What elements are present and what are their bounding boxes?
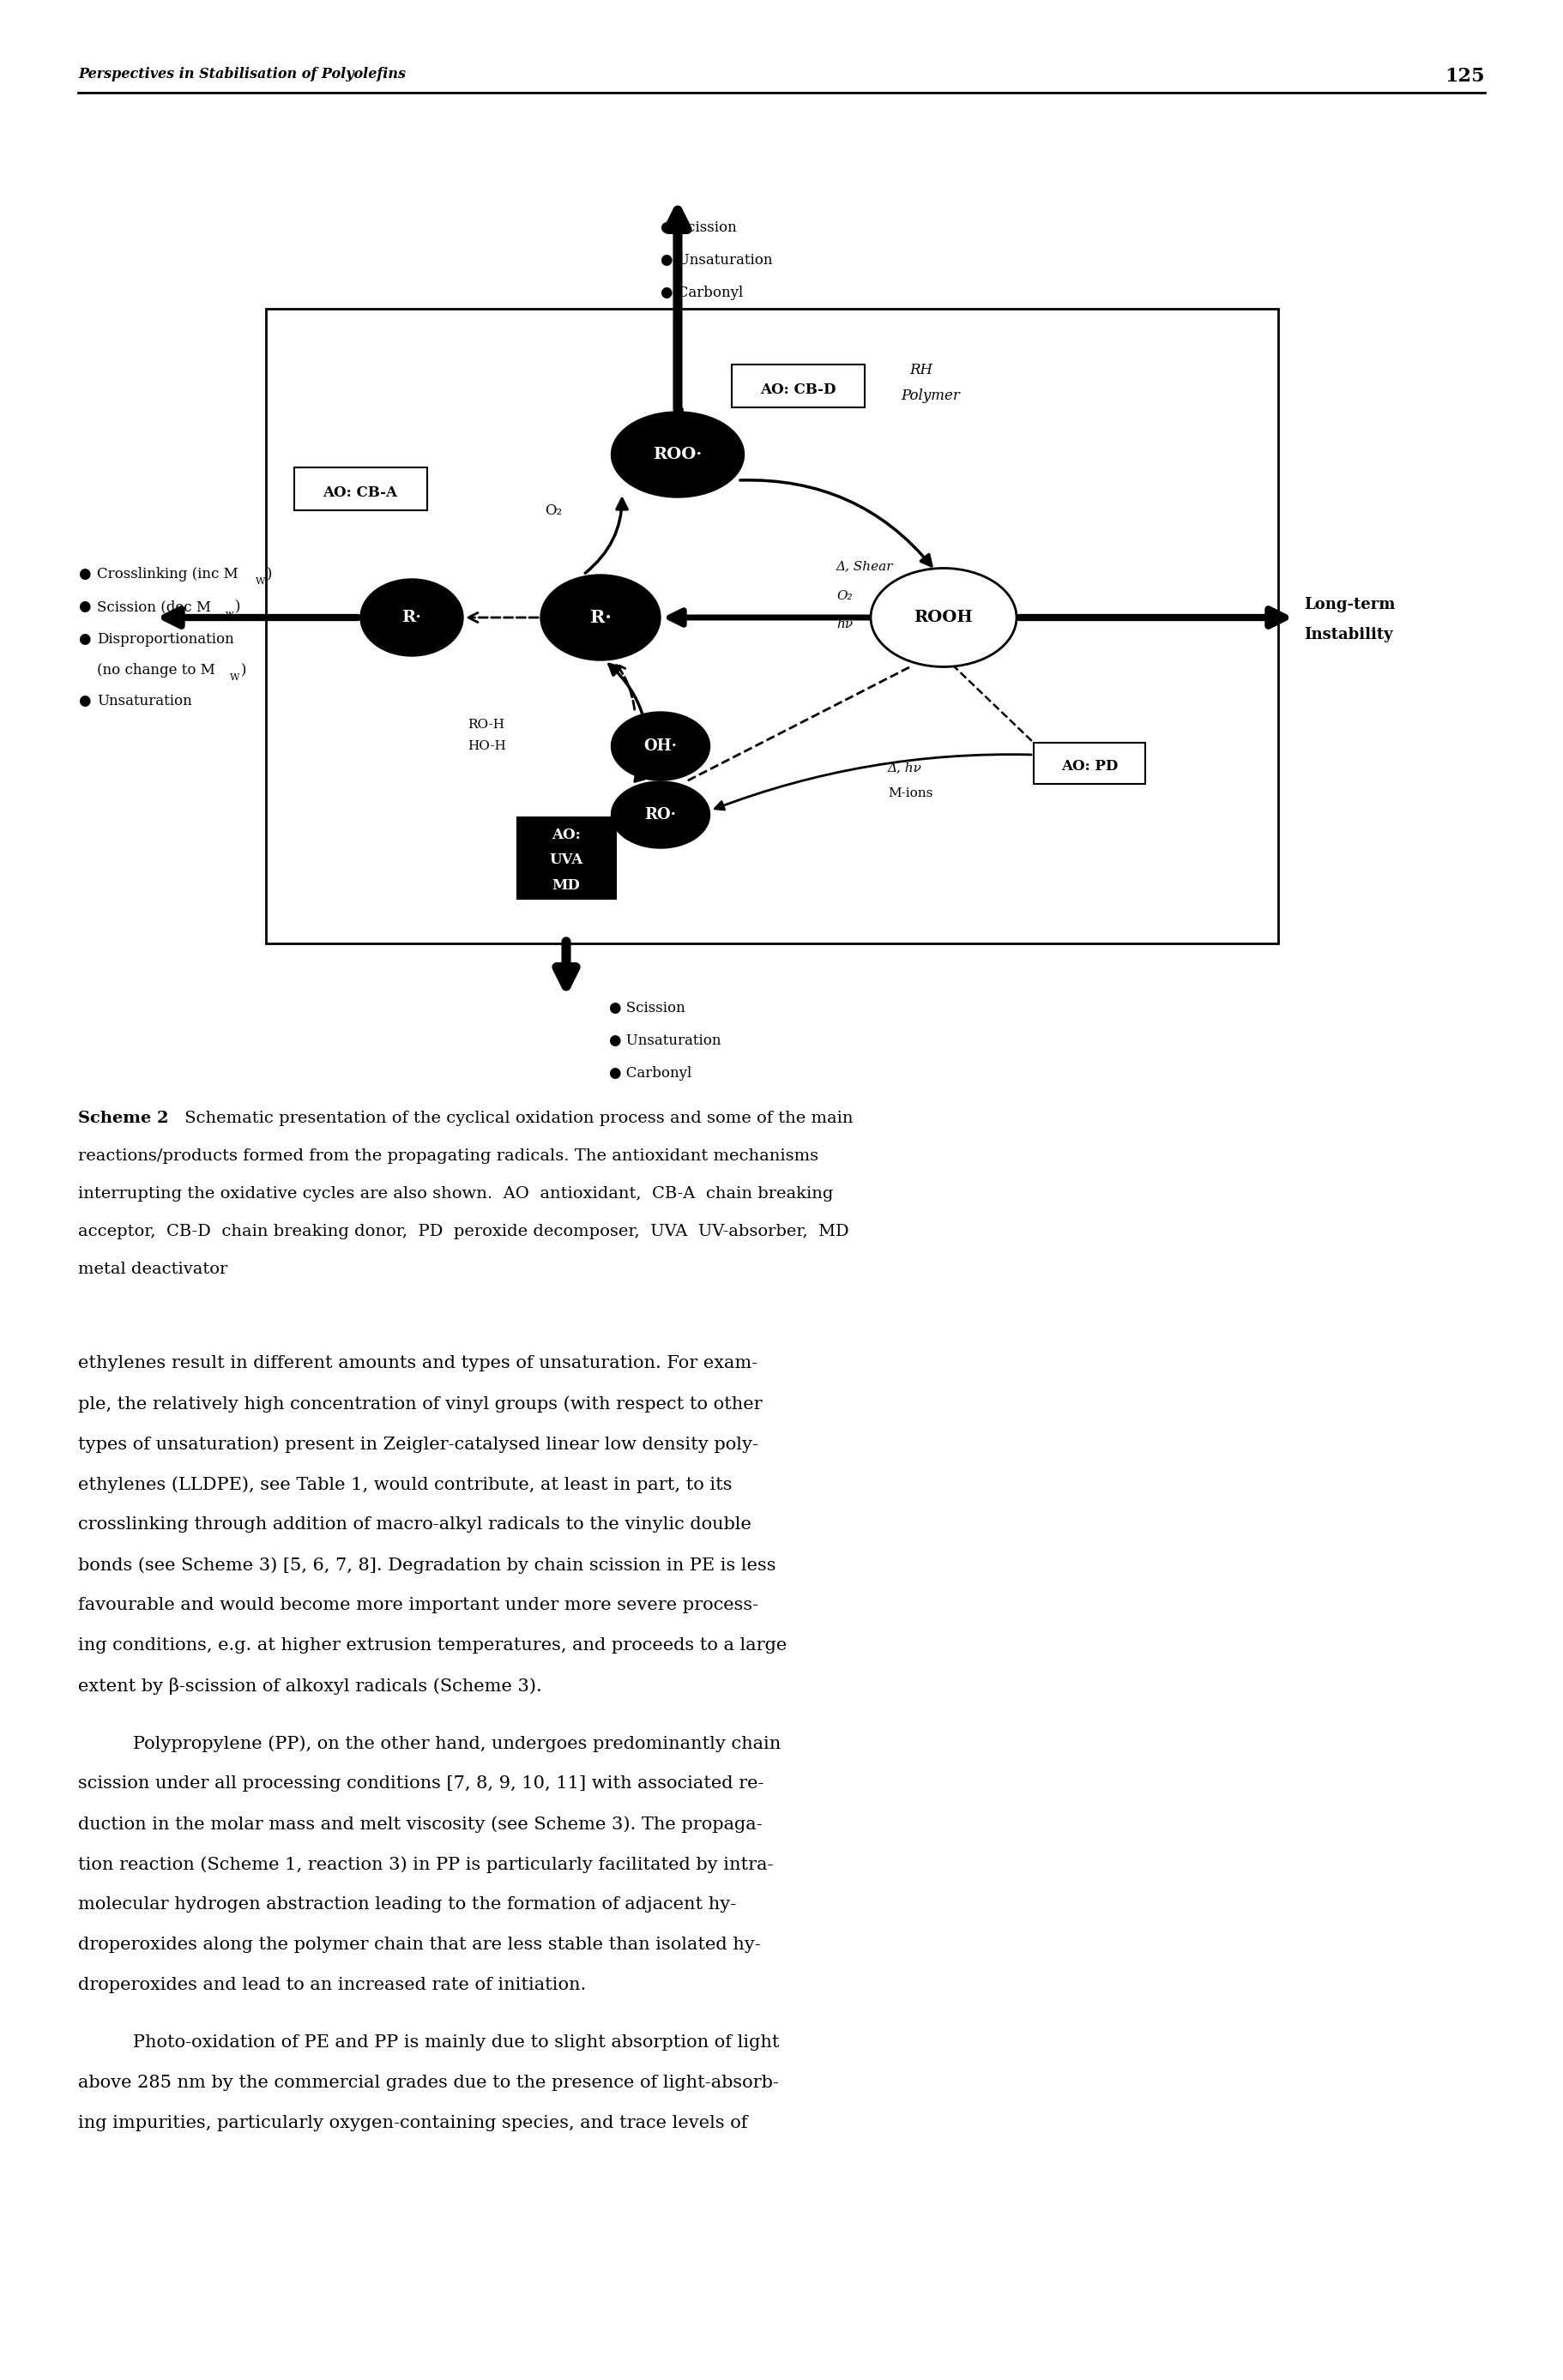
Text: ): ): [234, 600, 241, 614]
Text: Long-term: Long-term: [1304, 597, 1396, 612]
Text: w: w: [225, 609, 234, 619]
Text: ROOH: ROOH: [914, 609, 974, 626]
Text: (no change to M: (no change to M: [97, 664, 216, 678]
Text: W: W: [230, 674, 239, 681]
Text: extent by β-scission of alkoxyl radicals (Scheme 3).: extent by β-scission of alkoxyl radicals…: [78, 1678, 542, 1695]
Ellipse shape: [611, 781, 710, 847]
Text: ethylenes result in different amounts and types of unsaturation. For exam-: ethylenes result in different amounts an…: [78, 1354, 758, 1371]
Text: 125: 125: [1446, 67, 1485, 86]
Text: R·: R·: [589, 609, 611, 626]
Text: ● Scission: ● Scission: [610, 1000, 685, 1014]
Text: scission under all processing conditions [7, 8, 9, 10, 11] with associated re-: scission under all processing conditions…: [78, 1775, 764, 1792]
Text: Crosslinking (inc M: Crosslinking (inc M: [97, 566, 238, 583]
Ellipse shape: [611, 712, 710, 781]
Ellipse shape: [361, 578, 463, 657]
Text: AO: CB-D: AO: CB-D: [760, 383, 836, 397]
Text: ● Unsaturation: ● Unsaturation: [661, 252, 772, 267]
Text: Δ, Shear: Δ, Shear: [836, 559, 894, 571]
Text: ethylenes (LLDPE), see Table 1, would contribute, at least in part, to its: ethylenes (LLDPE), see Table 1, would co…: [78, 1476, 731, 1492]
Text: MD: MD: [552, 878, 580, 892]
Text: favourable and would become more important under more severe process-: favourable and would become more importa…: [78, 1597, 758, 1614]
Text: Scission (dec M: Scission (dec M: [97, 600, 211, 614]
Text: ● Carbonyl: ● Carbonyl: [661, 286, 742, 300]
Text: W: W: [256, 578, 266, 585]
Text: ing impurities, particularly oxygen-containing species, and trace levels of: ing impurities, particularly oxygen-cont…: [78, 2116, 747, 2130]
Text: AO: PD: AO: PD: [1061, 759, 1118, 774]
Text: types of unsaturation) present in Zeigler-catalysed linear low density poly-: types of unsaturation) present in Zeigle…: [78, 1435, 758, 1452]
Text: interrupting the oxidative cycles are also shown.  AO  antioxidant,  CB-A  chain: interrupting the oxidative cycles are al…: [78, 1185, 833, 1202]
Text: Polypropylene (PP), on the other hand, undergoes predominantly chain: Polypropylene (PP), on the other hand, u…: [133, 1735, 782, 1752]
Ellipse shape: [611, 412, 744, 497]
Text: ple, the relatively high concentration of vinyl groups (with respect to other: ple, the relatively high concentration o…: [78, 1395, 763, 1411]
Text: Photo-oxidation of PE and PP is mainly due to slight absorption of light: Photo-oxidation of PE and PP is mainly d…: [133, 2035, 780, 2052]
Text: Polymer: Polymer: [900, 388, 960, 405]
Text: AO: CB-A: AO: CB-A: [324, 486, 397, 500]
Text: ing conditions, e.g. at higher extrusion temperatures, and proceeds to a large: ing conditions, e.g. at higher extrusion…: [78, 1637, 786, 1654]
Text: Schematic presentation of the cyclical oxidation process and some of the main: Schematic presentation of the cyclical o…: [180, 1111, 853, 1126]
Text: O₂: O₂: [544, 502, 563, 516]
Text: Disproportionation: Disproportionation: [97, 633, 234, 647]
Text: ● Unsaturation: ● Unsaturation: [610, 1033, 721, 1047]
Text: droperoxides along the polymer chain that are less stable than isolated hy-: droperoxides along the polymer chain tha…: [78, 1937, 761, 1954]
Text: OH·: OH·: [644, 738, 677, 754]
Text: acceptor,  CB-D  chain breaking donor,  PD  peroxide decomposer,  UVA  UV-absorb: acceptor, CB-D chain breaking donor, PD …: [78, 1223, 849, 1240]
FancyBboxPatch shape: [1033, 743, 1146, 783]
Ellipse shape: [871, 569, 1016, 666]
Text: bonds (see Scheme 3) [5, 6, 7, 8]. Degradation by chain scission in PE is less: bonds (see Scheme 3) [5, 6, 7, 8]. Degra…: [78, 1557, 775, 1573]
Text: RH: RH: [910, 364, 933, 378]
Text: metal deactivator: metal deactivator: [78, 1261, 228, 1278]
Text: crosslinking through addition of macro-alkyl radicals to the vinylic double: crosslinking through addition of macro-a…: [78, 1516, 752, 1533]
Text: reactions/products formed from the propagating radicals. The antioxidant mechani: reactions/products formed from the propa…: [78, 1150, 819, 1164]
Text: M-ions: M-ions: [888, 788, 933, 800]
FancyBboxPatch shape: [517, 816, 616, 897]
Text: Unsaturation: Unsaturation: [97, 695, 192, 709]
Text: ●: ●: [78, 633, 91, 647]
Text: Instability: Instability: [1304, 626, 1393, 643]
Text: tion reaction (Scheme 1, reaction 3) in PP is particularly facilitated by intra-: tion reaction (Scheme 1, reaction 3) in …: [78, 1856, 774, 1873]
Text: AO:: AO:: [552, 828, 581, 843]
Text: ●: ●: [78, 695, 91, 709]
Text: ROO·: ROO·: [653, 447, 702, 462]
Bar: [266, 309, 1279, 942]
Text: ● Carbonyl: ● Carbonyl: [610, 1066, 692, 1081]
Text: ●: ●: [78, 566, 91, 583]
Text: above 285 nm by the commercial grades due to the presence of light-absorb-: above 285 nm by the commercial grades du…: [78, 2075, 778, 2092]
FancyBboxPatch shape: [731, 364, 864, 407]
Text: molecular hydrogen abstraction leading to the formation of adjacent hy-: molecular hydrogen abstraction leading t…: [78, 1897, 736, 1914]
Text: ● Scission: ● Scission: [661, 219, 736, 236]
Text: ): ): [267, 566, 272, 583]
Text: Perspectives in Stabilisation of Polyolefins: Perspectives in Stabilisation of Polyole…: [78, 67, 406, 81]
Text: HO-H: HO-H: [467, 740, 506, 752]
Text: duction in the molar mass and melt viscosity (see Scheme 3). The propaga-: duction in the molar mass and melt visco…: [78, 1816, 763, 1833]
Text: RO·: RO·: [644, 807, 677, 823]
Text: UVA: UVA: [549, 852, 583, 866]
Text: ): ): [241, 664, 247, 678]
FancyBboxPatch shape: [294, 466, 427, 509]
Text: R·: R·: [402, 609, 422, 626]
Text: hν: hν: [836, 619, 853, 631]
Text: Scheme 2: Scheme 2: [78, 1111, 169, 1126]
Text: ●: ●: [78, 600, 91, 614]
Text: droperoxides and lead to an increased rate of initiation.: droperoxides and lead to an increased ra…: [78, 1978, 586, 1992]
Text: O₂: O₂: [836, 590, 852, 602]
Ellipse shape: [541, 574, 661, 659]
Text: RO-H: RO-H: [467, 719, 505, 731]
Text: RH: RH: [524, 819, 547, 833]
Text: Δ, hν: Δ, hν: [888, 762, 922, 774]
